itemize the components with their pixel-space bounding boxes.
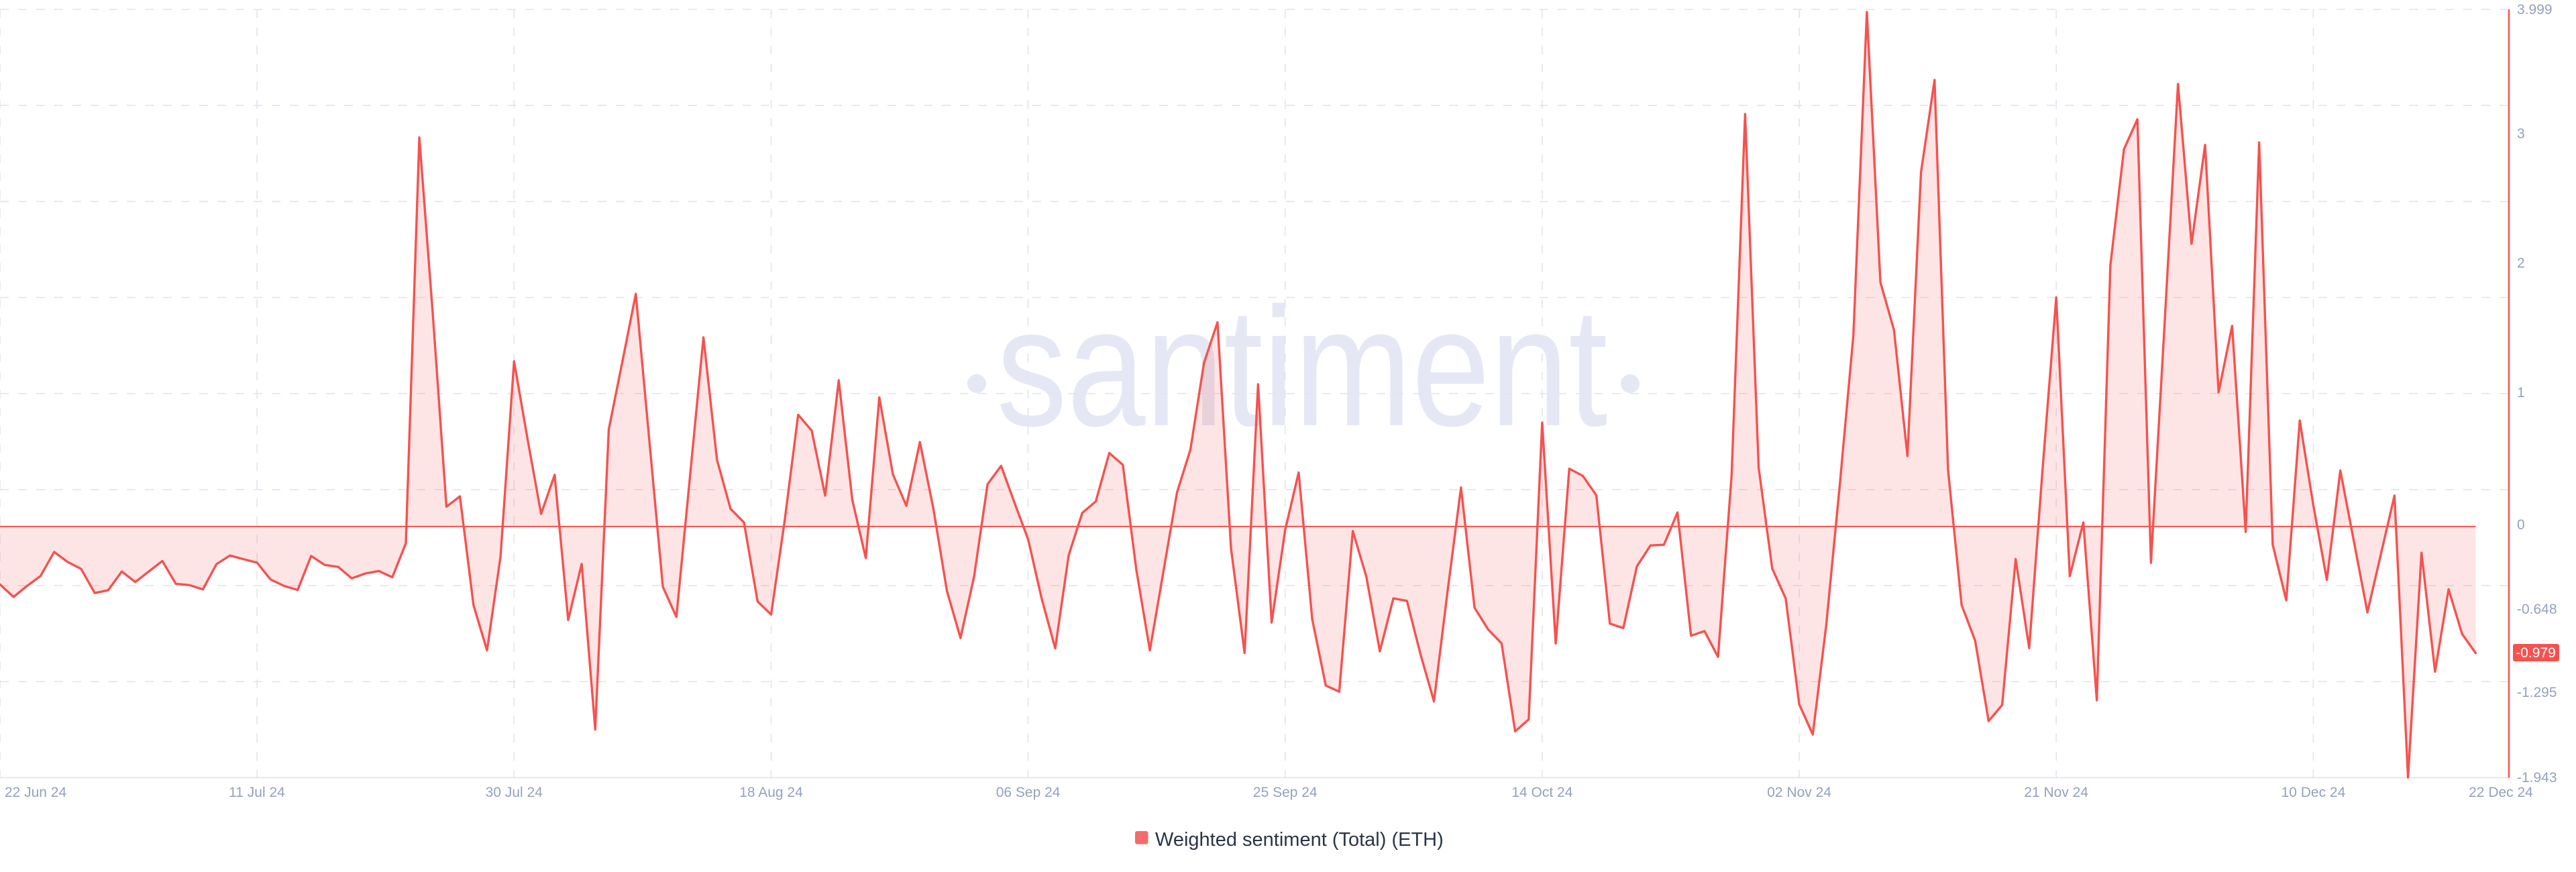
svg-text:21 Nov 24: 21 Nov 24 [2024, 785, 2088, 800]
svg-text:-1.943: -1.943 [2517, 770, 2557, 785]
svg-text:0: 0 [2517, 517, 2525, 533]
svg-text:22 Dec 24: 22 Dec 24 [2469, 785, 2533, 800]
svg-text:02 Nov 24: 02 Nov 24 [1767, 785, 1831, 800]
svg-text:-0.979: -0.979 [2516, 645, 2556, 661]
svg-text:santiment: santiment [997, 273, 1608, 461]
svg-text:30 Jul 24: 30 Jul 24 [486, 785, 543, 800]
svg-text:10 Dec 24: 10 Dec 24 [2282, 785, 2346, 800]
svg-text:2: 2 [2517, 256, 2525, 271]
svg-text:18 Aug 24: 18 Aug 24 [739, 785, 803, 800]
svg-text:3.999: 3.999 [2517, 2, 2553, 17]
svg-text:06 Sep 24: 06 Sep 24 [996, 785, 1061, 800]
svg-text:22 Jun 24: 22 Jun 24 [5, 785, 67, 800]
svg-text:25 Sep 24: 25 Sep 24 [1253, 785, 1318, 800]
svg-text:3: 3 [2517, 126, 2525, 142]
svg-text:Weighted sentiment (Total) (ET: Weighted sentiment (Total) (ETH) [1155, 829, 1444, 851]
svg-text:11 Jul 24: 11 Jul 24 [229, 785, 285, 800]
svg-text:-1.295: -1.295 [2517, 685, 2557, 700]
svg-text:1: 1 [2517, 385, 2525, 400]
svg-text:14 Oct 24: 14 Oct 24 [1511, 785, 1572, 800]
svg-text:-0.648: -0.648 [2517, 602, 2557, 617]
